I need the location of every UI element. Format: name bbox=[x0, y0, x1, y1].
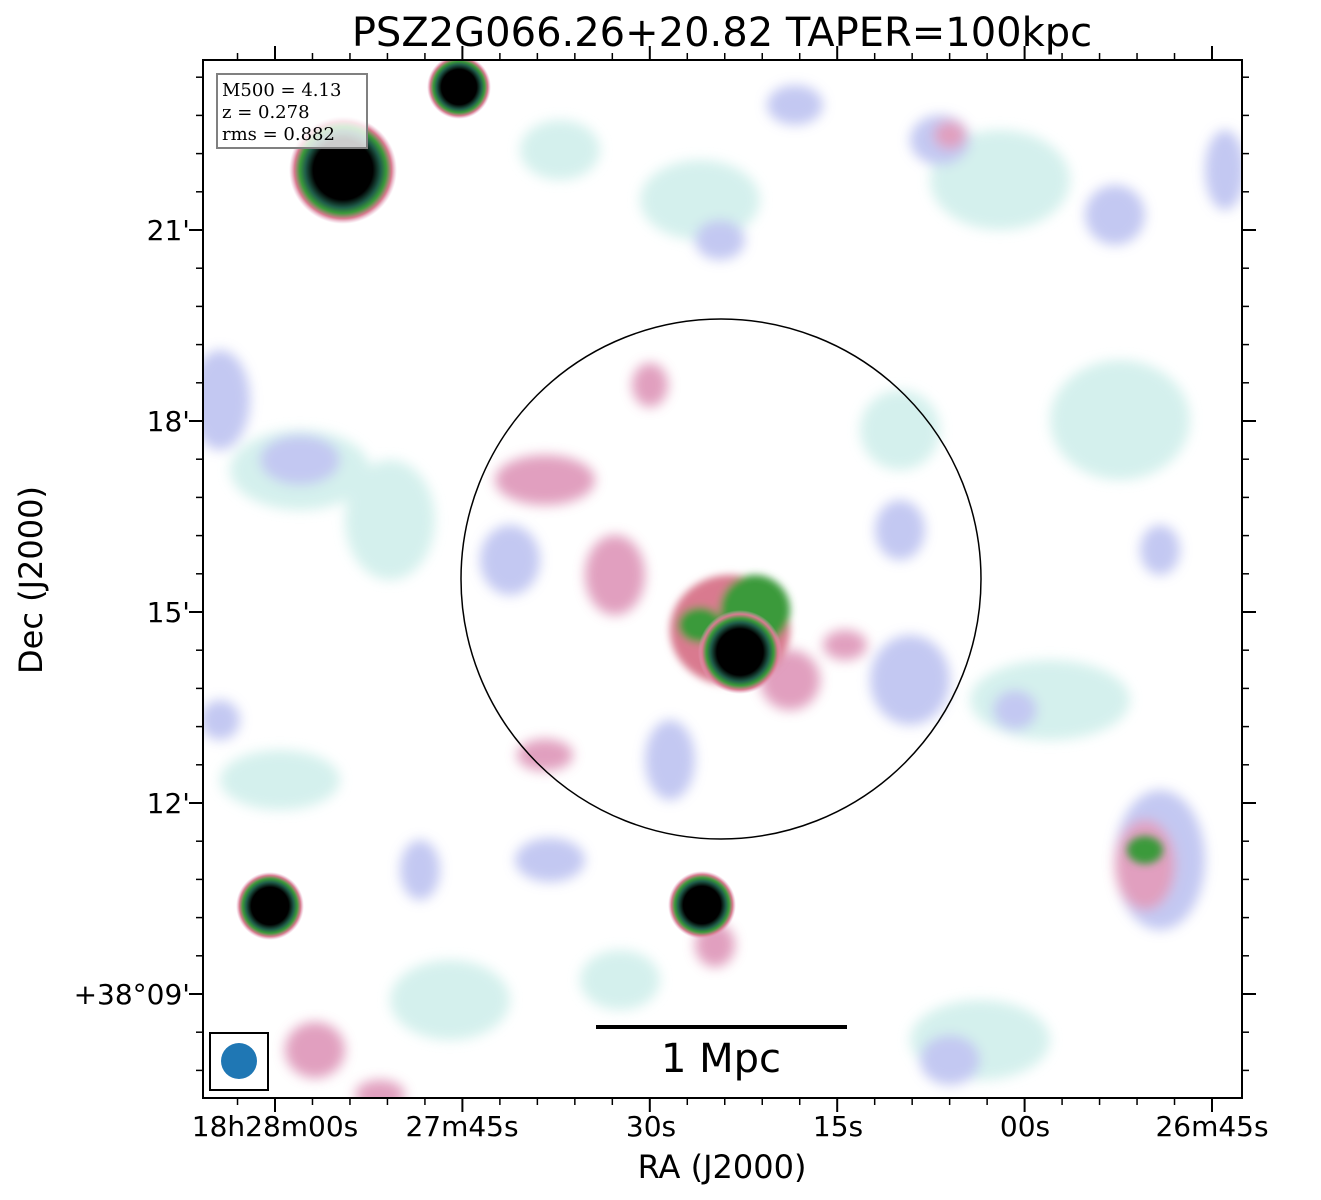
x-tick-label: 27m45s bbox=[405, 1110, 518, 1143]
y-tick-label: +38°09' bbox=[74, 978, 190, 1011]
x-tick-labels: 18h28m00s 27m45s 30s 15s 00s 26m45s bbox=[192, 1110, 1269, 1143]
beam-icon bbox=[221, 1043, 257, 1079]
scale-bar: 1 Mpc bbox=[596, 1025, 847, 1082]
source-lower-center bbox=[668, 871, 736, 939]
x-tick-label: 15s bbox=[813, 1110, 863, 1143]
info-redshift: z = 0.278 bbox=[222, 102, 310, 123]
aperture-circle bbox=[460, 318, 982, 840]
y-tick-label: 18' bbox=[147, 405, 190, 438]
info-box: M500 = 4.13 z = 0.278 rms = 0.882 bbox=[216, 73, 368, 149]
y-tick-label: 21' bbox=[147, 214, 190, 247]
info-mass: M500 = 4.13 bbox=[222, 80, 341, 101]
x-tick-label: 26m45s bbox=[1155, 1110, 1268, 1143]
plot-frame bbox=[202, 59, 1243, 1099]
source-top bbox=[427, 60, 491, 119]
x-axis-title: RA (J2000) bbox=[638, 1148, 807, 1186]
beam-indicator bbox=[209, 1032, 269, 1091]
x-tick-label: 18h28m00s bbox=[192, 1110, 359, 1143]
y-axis-title: Dec (J2000) bbox=[12, 486, 50, 674]
x-tick-label: 30s bbox=[626, 1110, 676, 1143]
y-tick-label: 12' bbox=[147, 787, 190, 820]
source-lower-left bbox=[236, 872, 304, 940]
info-rms: rms = 0.882 bbox=[222, 124, 335, 145]
y-tick-labels: 21' 18' 15' 12' +38°09' bbox=[74, 214, 190, 1011]
figure-title: PSZ2G066.26+20.82 TAPER=100kpc bbox=[352, 10, 1092, 56]
tick-marks bbox=[189, 46, 1256, 1112]
central-bright-source bbox=[698, 610, 782, 694]
scale-bar-label: 1 Mpc bbox=[661, 1036, 781, 1082]
y-tick-label: 15' bbox=[147, 596, 190, 629]
emission-layer bbox=[203, 60, 1242, 1098]
x-tick-label: 00s bbox=[1000, 1110, 1050, 1143]
